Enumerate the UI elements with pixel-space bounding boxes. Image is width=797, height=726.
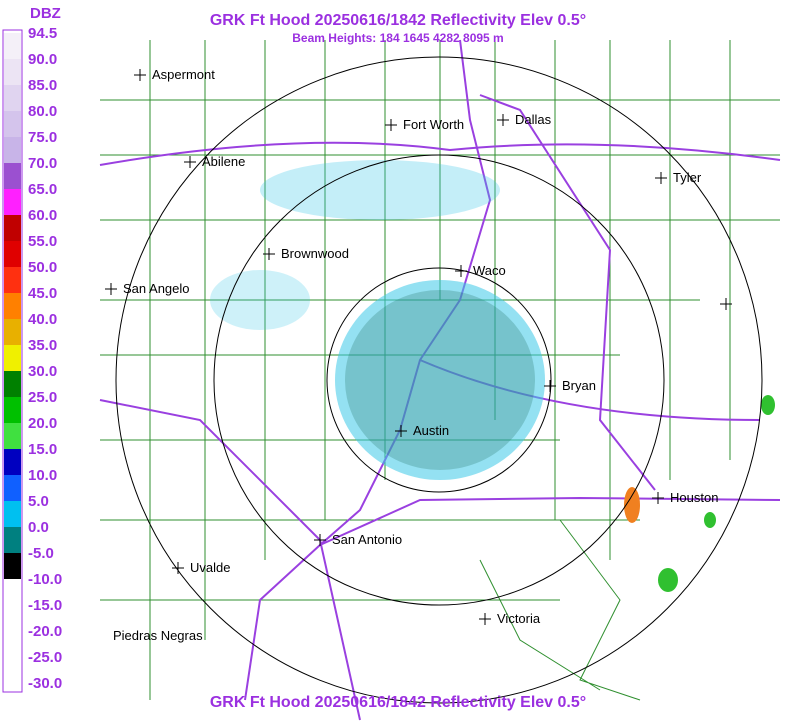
subtitle: Beam Heights: 184 1645 4282 8095 m [292,31,503,45]
legend-band [4,111,21,137]
legend-band [4,59,21,85]
title: GRK Ft Hood 20250616/1842 Reflectivity E… [210,12,586,29]
echoes [210,160,775,592]
legend-label: 25.0 [28,389,57,406]
legend-band [4,163,21,189]
city-label: Dallas [515,112,552,127]
city-label: Waco [473,263,506,278]
city-marker [385,119,397,131]
legend-label: 80.0 [28,103,57,120]
legend-band [4,449,21,475]
legend-band [4,189,21,215]
legend-labels: 94.5 90.0 85.0 80.0 75.0 70.0 65.0 60.0 55.0 50.0… [28,25,62,692]
legend-band [4,85,21,111]
city-marker [479,613,491,625]
legend-band [4,631,21,657]
legend-band [4,397,21,423]
city-marker [263,248,275,260]
legend-label: 85.0 [28,77,57,94]
city-marker [655,172,667,184]
city-label: Brownwood [281,246,349,261]
city-label: Austin [413,423,449,438]
legend-label: 45.0 [28,285,57,302]
legend-band [4,345,21,371]
legend-label: 35.0 [28,337,57,354]
legend-label: 75.0 [28,129,57,146]
cities: Aspermont Abilene Fort Worth Dallas Tyler Bro… [105,67,718,643]
range-ring [213,154,665,606]
legend-band [4,527,21,553]
legend-label: 60.0 [28,207,57,224]
legend-label: 94.5 [28,25,57,42]
legend-unit: DBZ [30,5,61,22]
legend-label: 55.0 [28,233,57,250]
city-marker [720,298,732,310]
city-marker [134,69,146,81]
city-label: Piedras Negras [113,628,203,643]
city-label: San Angelo [123,281,190,296]
city-label: Bryan [562,378,596,393]
legend-label: 50.0 [28,259,57,276]
legend-label: -20.0 [28,623,62,640]
city-marker [497,114,509,126]
city-label: Tyler [673,170,702,185]
legend-label: 65.0 [28,181,57,198]
city-label: Victoria [497,611,541,626]
city-marker [172,562,184,574]
city-label: Aspermont [152,67,215,82]
legend-label: -5.0 [28,545,54,562]
legend-band [4,293,21,319]
range-ring [326,267,552,493]
legend-label: 30.0 [28,363,57,380]
legend-band [4,605,21,631]
city-marker [652,492,664,504]
legend-band [4,137,21,163]
city-marker [544,380,556,392]
city-label: Houston [670,490,718,505]
legend-band [4,423,21,449]
legend-band [4,501,21,527]
legend-band [4,553,21,579]
legend-band [4,267,21,293]
legend-band [4,319,21,345]
legend-label: 15.0 [28,441,57,458]
legend-band [4,215,21,241]
legend-label: -10.0 [28,571,62,588]
legend-label: -30.0 [28,675,62,692]
legend-label: -15.0 [28,597,62,614]
legend-label: 90.0 [28,51,57,68]
city-marker [105,283,117,295]
city-label: Abilene [202,154,245,169]
legend-band [4,241,21,267]
city-label: Fort Worth [403,117,464,132]
city-label: Uvalde [190,560,230,575]
range-ring [115,56,763,704]
legend-band [4,371,21,397]
legend-bands [4,33,21,683]
legend-label: 20.0 [28,415,57,432]
legend-label: 70.0 [28,155,57,172]
legend-label: 0.0 [28,519,49,536]
legend-band [4,475,21,501]
city-marker [455,265,467,277]
legend-band [4,657,21,683]
legend-label: -25.0 [28,649,62,666]
legend-band [4,579,21,605]
city-marker [184,156,196,168]
city-marker [314,534,326,546]
legend-label: 40.0 [28,311,57,328]
city-marker [395,425,407,437]
legend-label: 10.0 [28,467,57,484]
legend-label: 5.0 [28,493,49,510]
footer-title: GRK Ft Hood 20250616/1842 Reflectivity E… [210,694,586,711]
city-label: San Antonio [332,532,402,547]
legend-band [4,33,21,59]
